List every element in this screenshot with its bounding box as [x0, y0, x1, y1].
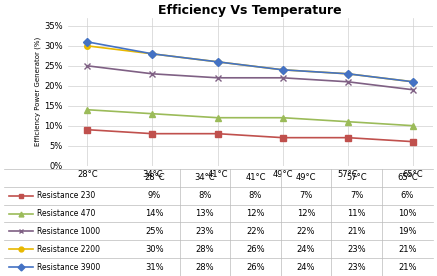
Text: 10%: 10%	[398, 209, 416, 218]
Text: 28%: 28%	[195, 245, 214, 254]
Text: Resistance 2200: Resistance 2200	[37, 245, 100, 254]
Text: 12%: 12%	[297, 209, 316, 218]
Title: Efficiency Vs Temperature: Efficiency Vs Temperature	[158, 4, 342, 17]
Text: 57°C: 57°C	[347, 173, 367, 182]
Text: 7%: 7%	[299, 191, 313, 200]
Text: 21%: 21%	[398, 245, 416, 254]
Text: 28°C: 28°C	[144, 173, 165, 182]
Text: 14%: 14%	[145, 209, 163, 218]
Y-axis label: Efficiency Power Generator (%): Efficiency Power Generator (%)	[35, 37, 42, 146]
Text: 25%: 25%	[145, 227, 163, 236]
Text: 34°C: 34°C	[194, 173, 215, 182]
Text: 13%: 13%	[195, 209, 214, 218]
Text: 23%: 23%	[347, 245, 366, 254]
Text: 30%: 30%	[145, 245, 163, 254]
Text: 8%: 8%	[198, 191, 212, 200]
Text: 26%: 26%	[246, 262, 265, 272]
Text: 21%: 21%	[398, 262, 416, 272]
Text: Resistance 230: Resistance 230	[37, 191, 95, 200]
Text: 22%: 22%	[246, 227, 265, 236]
Text: 24%: 24%	[297, 245, 316, 254]
Text: 22%: 22%	[297, 227, 316, 236]
Text: 65°C: 65°C	[397, 173, 418, 182]
Text: 23%: 23%	[195, 227, 214, 236]
Text: 41°C: 41°C	[245, 173, 266, 182]
Text: 49°C: 49°C	[296, 173, 316, 182]
Text: 21%: 21%	[347, 227, 366, 236]
Text: Resistance 1000: Resistance 1000	[37, 227, 100, 236]
Text: 23%: 23%	[347, 262, 366, 272]
Text: 19%: 19%	[398, 227, 416, 236]
Text: 26%: 26%	[246, 245, 265, 254]
Text: 28%: 28%	[195, 262, 214, 272]
Text: 24%: 24%	[297, 262, 316, 272]
Text: 31%: 31%	[145, 262, 163, 272]
Text: 8%: 8%	[249, 191, 262, 200]
Text: 7%: 7%	[350, 191, 364, 200]
Text: 6%: 6%	[401, 191, 414, 200]
Text: 12%: 12%	[246, 209, 265, 218]
Text: 9%: 9%	[148, 191, 161, 200]
Text: Resistance 3900: Resistance 3900	[37, 262, 101, 272]
Text: 11%: 11%	[347, 209, 366, 218]
Text: Resistance 470: Resistance 470	[37, 209, 96, 218]
